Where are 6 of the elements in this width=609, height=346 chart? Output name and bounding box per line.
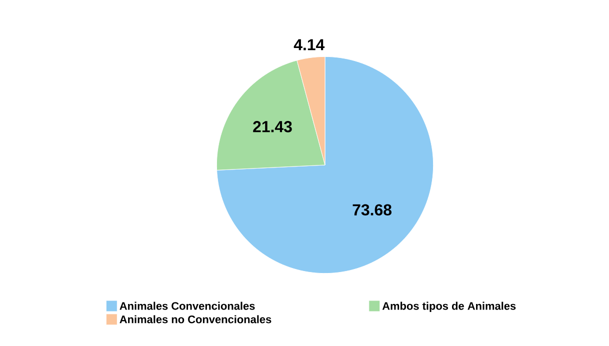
data-label: 73.68	[352, 204, 392, 216]
data-label: 4.14	[294, 39, 325, 50]
data-label: 21.43	[253, 121, 292, 132]
legend-label: Ambos tipos de Animales	[382, 302, 516, 312]
legend-label: Animales Convencionales	[120, 302, 255, 310]
legend-label: Animales no Convencionales	[120, 315, 272, 324]
